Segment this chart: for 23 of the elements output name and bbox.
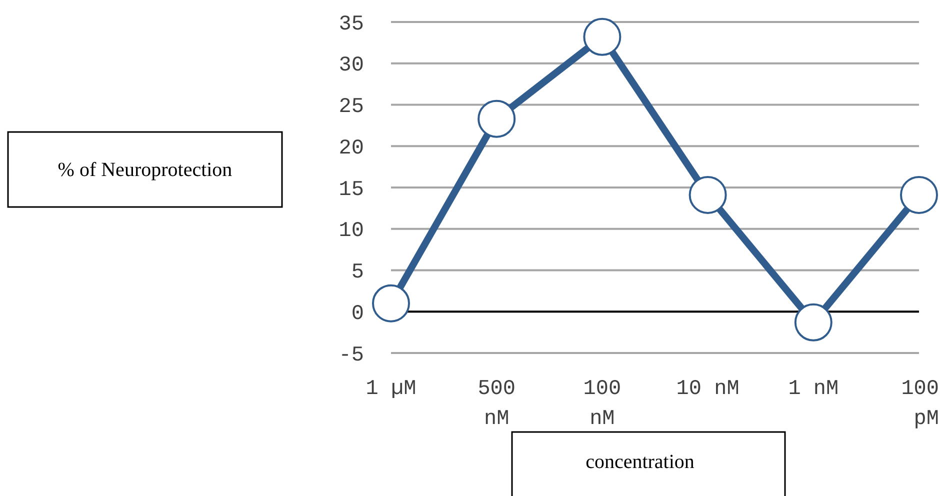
y-tick-label: 20 bbox=[338, 137, 364, 160]
point bbox=[583, 18, 622, 56]
point bbox=[372, 284, 410, 322]
y-tick-label: 10 bbox=[338, 220, 364, 244]
x-tick-label: 1 nM bbox=[788, 378, 839, 401]
y-tick-label: 30 bbox=[338, 54, 364, 78]
y-tick-label: 25 bbox=[338, 96, 364, 120]
y-tick-label: 5 bbox=[351, 262, 364, 285]
x-tick-label: 100 nM bbox=[583, 378, 622, 431]
y-tick-label: 35 bbox=[338, 13, 364, 36]
y-tick-label: -5 bbox=[338, 344, 364, 368]
y-tick-label: 15 bbox=[338, 178, 364, 202]
point bbox=[688, 176, 727, 214]
point bbox=[794, 303, 832, 342]
y-tick-label: 0 bbox=[351, 302, 364, 326]
x-tick-label: 100 pM bbox=[901, 378, 939, 431]
x-axis-title: concentration bbox=[586, 451, 694, 473]
x-tick-label: 1 µM bbox=[366, 378, 416, 401]
x-tick-label: 10 nM bbox=[676, 378, 740, 401]
point bbox=[900, 176, 938, 214]
x-tick-label: 500 nM bbox=[478, 378, 516, 431]
point bbox=[478, 100, 516, 138]
text: % of Neuroprotection bbox=[58, 159, 232, 181]
